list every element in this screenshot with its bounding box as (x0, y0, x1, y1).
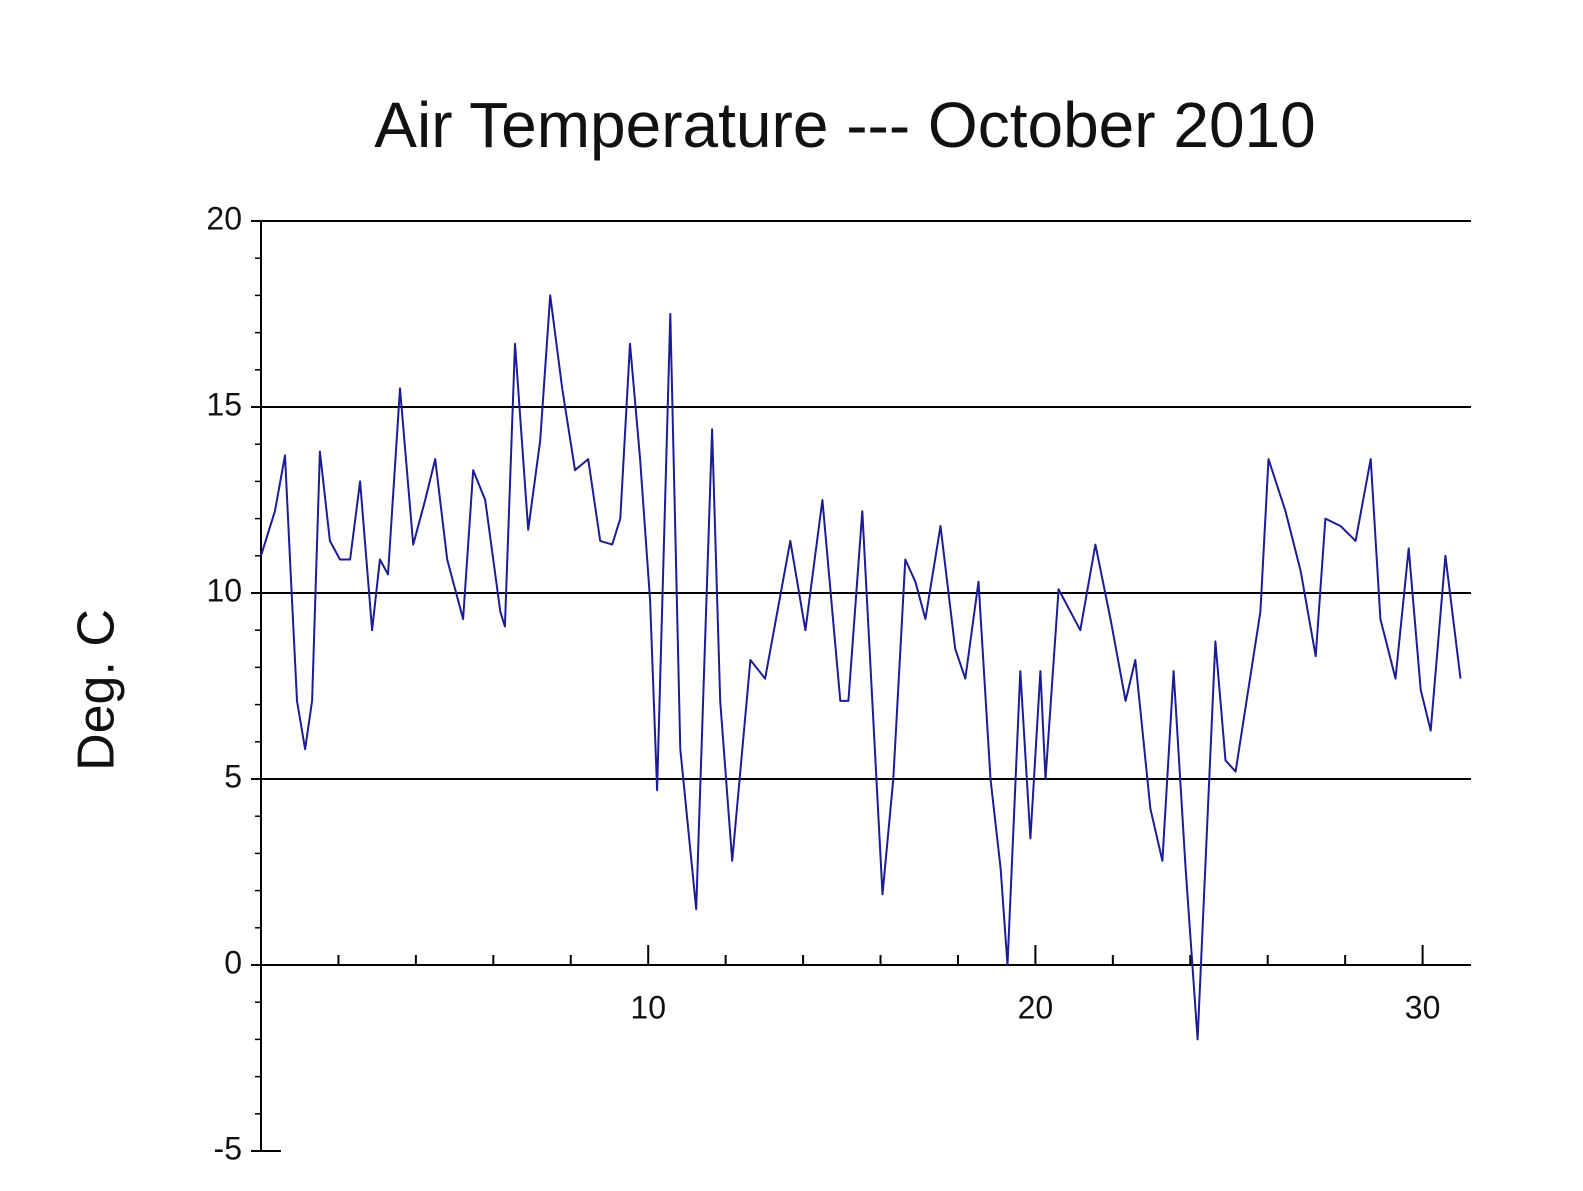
x-tick-label: 10 (630, 989, 666, 1025)
y-axis-label: Deg. C (68, 609, 126, 771)
y-tick-label: 10 (206, 572, 242, 608)
y-tick-label: 15 (206, 386, 242, 422)
x-tick-label: 30 (1405, 989, 1441, 1025)
y-tick-label: 5 (224, 758, 242, 794)
data-line (260, 294, 1462, 1041)
chart-title: Air Temperature --- October 2010 (374, 89, 1315, 161)
y-tick-label: 0 (224, 944, 242, 980)
y-tick-label: -5 (214, 1130, 242, 1166)
x-tick-label: 20 (1018, 989, 1054, 1025)
y-tick-label: 20 (206, 200, 242, 236)
